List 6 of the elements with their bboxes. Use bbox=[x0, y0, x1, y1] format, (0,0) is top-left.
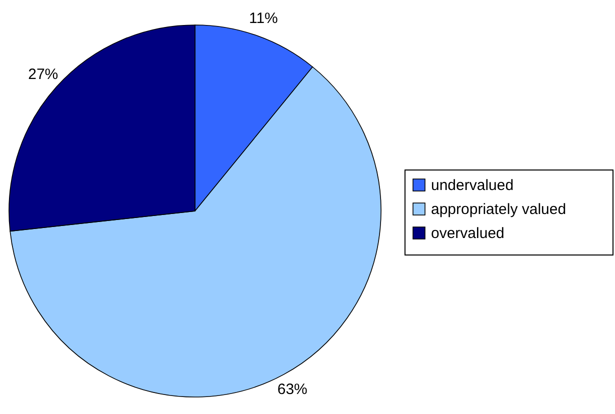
data-label: 11% bbox=[248, 10, 278, 27]
legend-label: appropriately valued bbox=[431, 201, 566, 218]
data-label: 27% bbox=[28, 66, 58, 83]
data-label: 63% bbox=[277, 381, 308, 398]
legend-label: undervalued bbox=[431, 177, 514, 194]
legend-label: overvalued bbox=[431, 225, 504, 242]
